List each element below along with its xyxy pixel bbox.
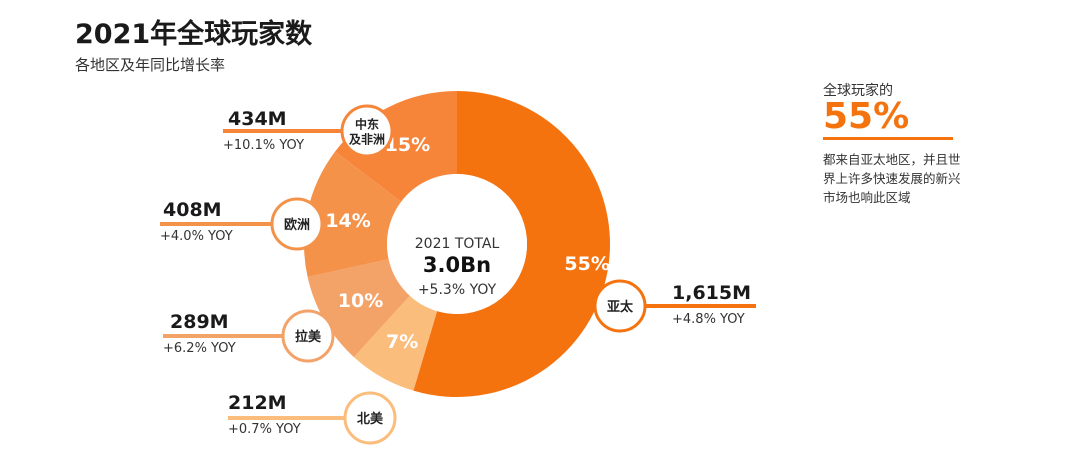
chart-title: 2021年全球玩家数 (75, 19, 313, 50)
region-bubble (270, 197, 324, 251)
region-value: 1,615M (672, 282, 752, 304)
note-intro: 全球玩家的 (823, 83, 893, 99)
region-label: 中东 (355, 117, 379, 132)
callout-line (163, 334, 284, 338)
region-label: 北美 (357, 411, 384, 427)
region-bubble (343, 391, 397, 445)
region-yoy: +4.8% YOY (672, 312, 745, 327)
region-yoy: +4.0% YOY (160, 229, 233, 244)
callout-line (645, 304, 756, 308)
region-bubble (593, 279, 647, 333)
center-total-label: 2021 TOTAL (414, 236, 500, 252)
donut-slice (353, 295, 438, 391)
region-yoy: +10.1% YOY (223, 138, 305, 153)
region-value: 289M (170, 311, 229, 333)
slice-share-label: 10% (338, 290, 383, 312)
slice-share-label: 55% (564, 253, 609, 275)
region-bubble (281, 309, 335, 363)
note-body: 都来自亚太地区，并且世界上许多快速发展的新兴市场也响此区域 (823, 152, 961, 205)
region-label: 拉美 (295, 329, 322, 345)
donut-slice (304, 151, 402, 278)
slice-share-label: 15% (385, 134, 430, 156)
donut-slice (413, 91, 610, 397)
callout-line (223, 129, 343, 133)
callout-line (228, 416, 346, 420)
region-label: 亚太 (607, 299, 634, 315)
chart-subtitle: 各地区及年同比增长率 (75, 56, 226, 74)
slice-share-label: 7% (386, 331, 418, 353)
region-label: 欧洲 (284, 217, 310, 233)
center-total-yoy: +5.3% YOY (417, 282, 497, 298)
callout-line (160, 222, 273, 226)
center-total-value: 3.0Bn (422, 253, 492, 277)
slice-share-label: 14% (325, 210, 370, 232)
region-value: 434M (228, 108, 287, 130)
region-bubble (340, 104, 394, 158)
region-yoy: +6.2% YOY (163, 341, 236, 356)
note-highlight: 55% (823, 96, 910, 137)
region-value: 408M (163, 199, 222, 221)
donut-slice (335, 91, 457, 202)
region-label: 及非洲 (349, 132, 385, 147)
region-value: 212M (228, 392, 287, 414)
donut-hole (387, 174, 527, 314)
region-yoy: +0.7% YOY (228, 422, 301, 437)
note-divider (823, 137, 953, 140)
